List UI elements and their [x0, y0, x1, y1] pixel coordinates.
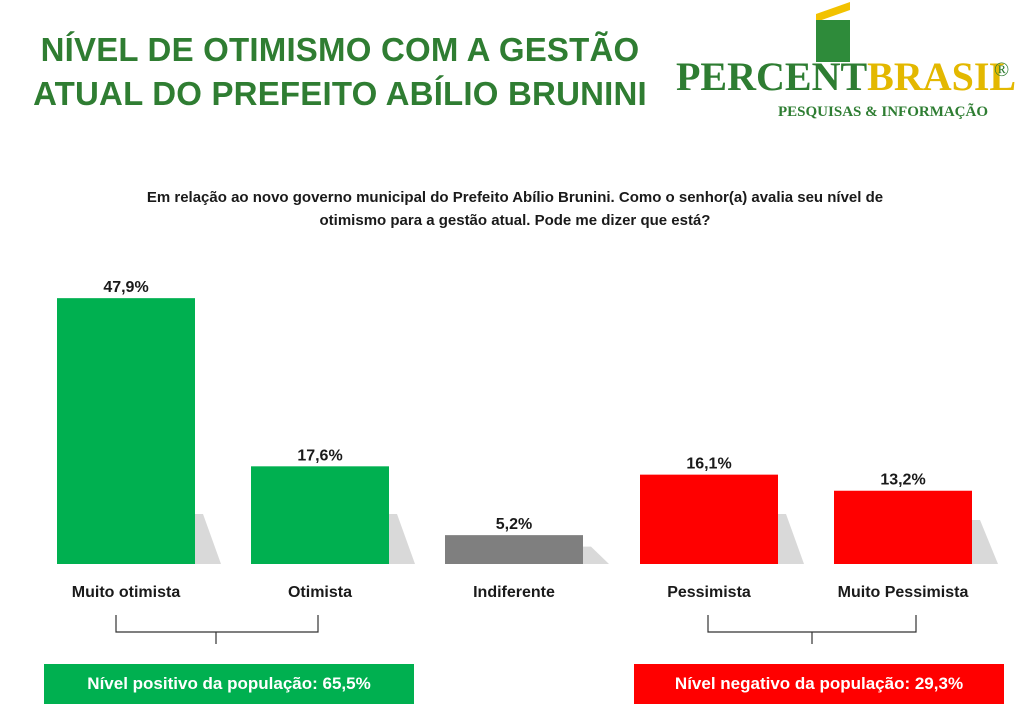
bar-value-label: 16,1% [686, 456, 731, 473]
bar [640, 474, 778, 564]
title-line-2: ATUAL DO PREFEITO ABÍLIO BRUNINI [33, 75, 647, 112]
bar-chart: 47,9% 17,6% 5,2% 16,1% 13,2% Muito otimista O… [57, 279, 998, 644]
bar-shadow [389, 514, 415, 564]
page-title: NÍVEL DE OTIMISMO COM A GESTÃO ATUAL DO … [20, 28, 660, 116]
bar-value-label: 47,9% [103, 279, 148, 296]
logo-brand-text: PERCENTBRASIL [676, 54, 1016, 99]
bar [57, 298, 195, 564]
negative-summary-box: Nível negativo da população: 29,3% [634, 664, 1004, 704]
bar-shadows [195, 514, 998, 564]
value-labels: 47,9% 17,6% 5,2% 16,1% 13,2% [103, 279, 925, 533]
percentbrasil-logo: PERCENTBRASIL ® PESQUISAS & INFORMAÇÃO [676, 2, 1016, 120]
question-line-1: Em relação ao novo governo municipal do … [146, 189, 884, 206]
bar-value-label: 5,2% [496, 516, 532, 533]
category-label: Muito Pessimista [838, 584, 969, 601]
bar-shadow [778, 514, 804, 564]
question-line-2: otimismo para a gestão atual. Pode me di… [319, 212, 711, 229]
category-label: Otimista [288, 584, 352, 601]
bar [251, 466, 389, 564]
category-label: Muito otimista [72, 584, 181, 601]
bars [57, 298, 972, 564]
positive-summary-box: Nível positivo da população: 65,5% [44, 664, 414, 704]
survey-question: Em relação ao novo governo municipal do … [110, 186, 920, 232]
logo-tagline: PESQUISAS & INFORMAÇÃO [778, 102, 988, 120]
logo-registered-mark: ® [994, 59, 1009, 81]
bar [445, 535, 583, 564]
bar-shadow [972, 520, 998, 564]
bar [834, 490, 972, 564]
bar-value-label: 17,6% [297, 447, 342, 464]
category-labels: Muito otimista Otimista Indiferente Pessimi… [72, 584, 969, 601]
category-label: Pessimista [667, 584, 751, 601]
category-label: Indiferente [473, 584, 555, 601]
logo-green-block [816, 20, 850, 62]
title-line-1: NÍVEL DE OTIMISMO COM A GESTÃO [40, 31, 640, 68]
logo-yellow-flag [816, 2, 850, 22]
positive-bracket [115, 615, 319, 644]
bar-value-label: 13,2% [880, 472, 925, 489]
bar-shadow [195, 514, 221, 564]
negative-bracket [707, 615, 917, 644]
bar-shadow [583, 546, 609, 564]
